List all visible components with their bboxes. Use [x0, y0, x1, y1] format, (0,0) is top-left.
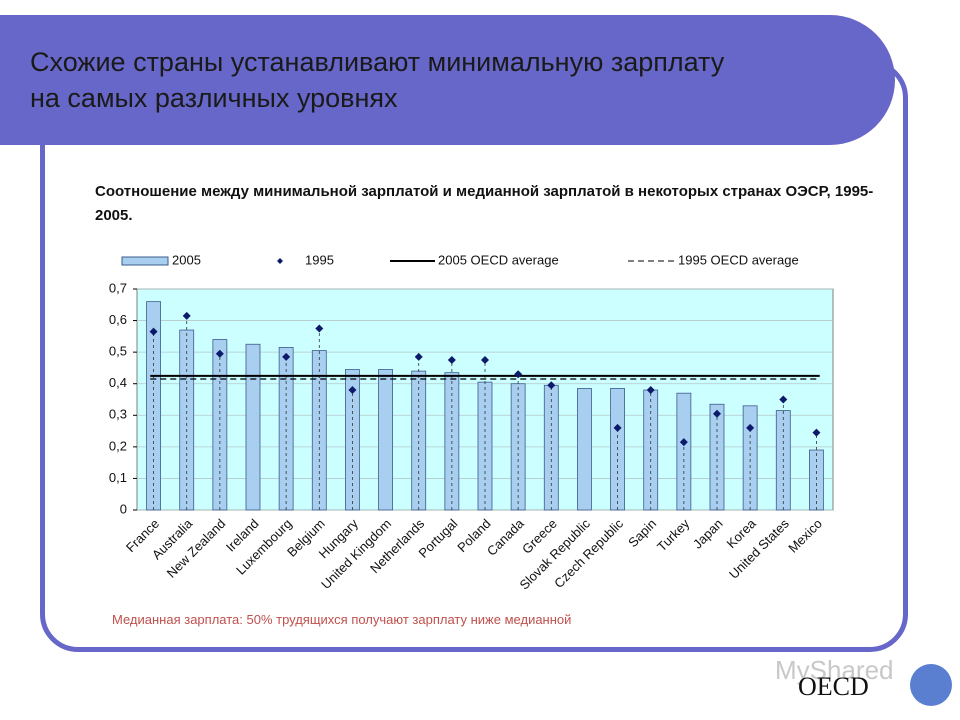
- bar: [577, 388, 592, 511]
- y-tick-label: 0,1: [109, 470, 127, 485]
- marker: [812, 428, 821, 437]
- logo-dot: [910, 664, 952, 706]
- marker: [613, 423, 622, 432]
- marker: [481, 356, 489, 365]
- marker: [713, 409, 721, 418]
- bar: [378, 369, 393, 511]
- y-tick-label: 0,2: [109, 438, 127, 453]
- y-tick-label: 0,6: [109, 312, 127, 327]
- marker: [414, 352, 423, 361]
- marker: [315, 324, 324, 333]
- bar: [709, 403, 725, 511]
- y-tick-label: 0,4: [109, 375, 127, 390]
- x-tick-label: Japan: [690, 516, 726, 552]
- logo: OECD: [798, 672, 869, 701]
- bar: [676, 392, 692, 511]
- y-tick-label: 0,3: [109, 407, 127, 422]
- slide-title: Схожие страны устанавливают минимальную …: [30, 47, 725, 113]
- legend-label: 1995 OECD average: [678, 252, 799, 267]
- marker: [215, 349, 224, 358]
- legend-label: 2005 OECD average: [438, 252, 559, 267]
- y-tick-label: 0,7: [109, 280, 127, 295]
- chart-title: Соотношение между минимальной зарплатой …: [95, 183, 874, 224]
- legend-swatch: [277, 258, 283, 264]
- bar: [245, 343, 261, 511]
- y-tick-label: 0: [120, 501, 127, 516]
- marker: [646, 386, 655, 395]
- marker: [514, 370, 523, 379]
- marker: [547, 381, 556, 390]
- marker: [182, 311, 191, 320]
- x-tick-label: Mexico: [785, 516, 825, 556]
- marker: [447, 356, 456, 365]
- marker: [282, 352, 291, 361]
- marker: [149, 327, 158, 336]
- header-band: [0, 15, 895, 145]
- watermark: MyShared: [775, 655, 894, 685]
- x-tick-label: Canada: [484, 515, 527, 558]
- marker: [779, 395, 788, 404]
- note: Медианная зарплата: 50% трудящихся получ…: [112, 612, 572, 627]
- marker: [746, 423, 755, 432]
- marker: [348, 386, 357, 395]
- legend-swatch: [121, 256, 169, 266]
- legend-label: 2005: [172, 252, 201, 267]
- legend-label: 1995: [305, 252, 334, 267]
- marker: [679, 438, 688, 447]
- y-tick-label: 0,5: [109, 344, 127, 359]
- bar: [742, 405, 758, 511]
- x-tick-label: Turkey: [654, 516, 693, 555]
- bar: [643, 389, 659, 511]
